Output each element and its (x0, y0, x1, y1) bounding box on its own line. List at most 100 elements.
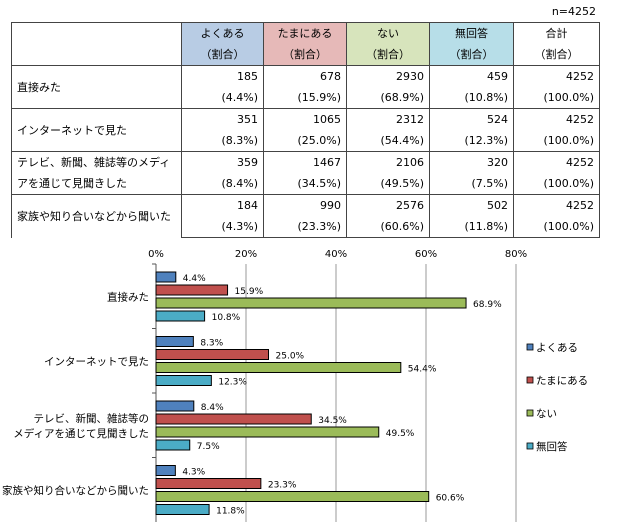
table-row: 直接みた 185 678 2930 459 4252 (11, 65, 600, 109)
data-label: 49.5% (386, 429, 415, 439)
column-header-sub: （割合） (513, 44, 600, 66)
bar (155, 284, 229, 296)
bar (155, 336, 194, 347)
count-cell: 1065 (263, 108, 347, 130)
data-label: 68.9% (473, 300, 502, 310)
sample-size: n=4252 (551, 5, 596, 18)
legend-label: たまにある (536, 375, 588, 387)
legend-label: ない (536, 408, 557, 420)
header-subrow: （割合） （割合） （割合） （割合） （割合） (11, 44, 600, 66)
data-label: 7.5% (197, 442, 220, 452)
column-header: よくある (181, 22, 264, 44)
table-row: 家族や知り合いなどから聞いた 184 990 2576 502 4252 (11, 194, 600, 238)
count-cell: 4252 (513, 108, 600, 130)
pct-cell: (8.4%) (181, 173, 264, 195)
count-cell: 4252 (513, 151, 600, 173)
bar (155, 362, 402, 373)
data-label: 15.9% (235, 287, 264, 297)
bar (155, 465, 176, 476)
table-row-pct: (4.3%) (23.3%) (60.6%) (11.8%) (100.0%) (12, 216, 600, 238)
legend-label: 無回答 (536, 440, 568, 453)
data-label: 10.8% (212, 313, 241, 323)
row-label: テレビ、新聞、雑誌等のメディアを通じて見聞きした (11, 151, 182, 195)
column-header-sub: （割合） (429, 44, 514, 66)
column-header: 合計 (513, 22, 600, 44)
count-cell: 4252 (513, 194, 600, 216)
legend-swatch (526, 343, 534, 351)
count-cell: 2312 (346, 108, 430, 130)
x-tick-label: 80% (505, 249, 527, 260)
count-cell: 351 (181, 108, 264, 130)
bar (155, 375, 212, 386)
x-tick-label: 0% (148, 249, 164, 260)
pct-cell: (100.0%) (513, 87, 600, 109)
row-label: 家族や知り合いなどから聞いた (11, 194, 182, 238)
bar (155, 478, 262, 489)
bar (155, 297, 467, 309)
pct-cell: (12.3%) (429, 130, 514, 152)
bar (155, 271, 177, 283)
data-label: 34.5% (318, 416, 347, 426)
category-label: インターネットで見た (44, 356, 149, 368)
bar (155, 426, 380, 438)
data-label: 8.3% (200, 339, 223, 349)
legend-swatch (526, 409, 534, 417)
count-cell: 1467 (263, 151, 347, 173)
pct-cell: (4.3%) (181, 216, 264, 238)
data-label: 60.6% (436, 494, 465, 504)
bar (155, 491, 430, 502)
pct-cell: (10.8%) (429, 87, 514, 109)
pct-cell: (100.0%) (513, 173, 600, 195)
count-cell: 359 (181, 151, 264, 173)
column-header-sub: （割合） (346, 44, 430, 66)
legend-swatch (526, 442, 534, 450)
table-row: インターネットで見た 351 1065 2312 524 4252 (11, 108, 600, 152)
count-cell: 524 (429, 108, 514, 130)
data-label: 12.3% (218, 378, 247, 388)
legend-label: よくある (536, 342, 578, 354)
count-cell: 2576 (346, 194, 430, 216)
data-label: 23.3% (268, 481, 297, 491)
bar (155, 349, 269, 360)
category-label: メディアを通じて見聞きした (13, 427, 149, 440)
table-row-pct: (8.4%) (34.5%) (49.5%) (7.5%) (100.0%) (12, 173, 600, 195)
pct-cell: (60.6%) (346, 216, 430, 238)
header-row: よくある たまにある ない 無回答 合計 (11, 22, 600, 44)
data-label: 4.4% (183, 274, 206, 284)
bar (155, 413, 312, 425)
legend-swatch (526, 376, 534, 384)
category-label: 家族や知り合いなどから聞いた (2, 484, 149, 497)
count-cell: 502 (429, 194, 514, 216)
count-cell: 2930 (346, 65, 430, 87)
table-row: テレビ、新聞、雑誌等のメディアを通じて見聞きした 359 1467 2106 320 42… (11, 151, 600, 195)
row-label: 直接みた (11, 65, 182, 109)
pct-cell: (100.0%) (513, 130, 600, 152)
pct-cell: (7.5%) (429, 173, 514, 195)
table-row-pct: (4.4%) (15.9%) (68.9%) (10.8%) (100.0%) (12, 87, 600, 109)
data-label: 8.4% (201, 403, 224, 413)
bar (155, 400, 195, 412)
table-row-pct: (8.3%) (25.0%) (54.4%) (12.3%) (100.0%) (12, 130, 600, 152)
x-tick-label: 20% (235, 249, 257, 260)
category-label: テレビ、新聞、雑誌等の (34, 412, 150, 425)
data-label: 25.0% (276, 352, 305, 362)
count-cell: 2106 (346, 151, 430, 173)
bar (155, 439, 191, 451)
row-label: インターネットで見た (11, 108, 182, 152)
data-label: 11.8% (216, 507, 245, 517)
bar (155, 310, 206, 322)
category-label: 直接みた (107, 290, 149, 303)
bar (155, 504, 210, 515)
pct-cell: (15.9%) (263, 87, 347, 109)
count-cell: 990 (263, 194, 347, 216)
count-cell: 4252 (513, 65, 600, 87)
pct-cell: (100.0%) (513, 216, 600, 238)
x-tick-label: 40% (325, 249, 347, 260)
pct-cell: (49.5%) (346, 173, 430, 195)
count-cell: 459 (429, 65, 514, 87)
column-header: ない (346, 22, 430, 44)
count-cell: 678 (263, 65, 347, 87)
data-table: よくある たまにある ない 無回答 合計 （割合） （割合） （割合） （割合） （割合） 直接みた… (11, 22, 600, 238)
